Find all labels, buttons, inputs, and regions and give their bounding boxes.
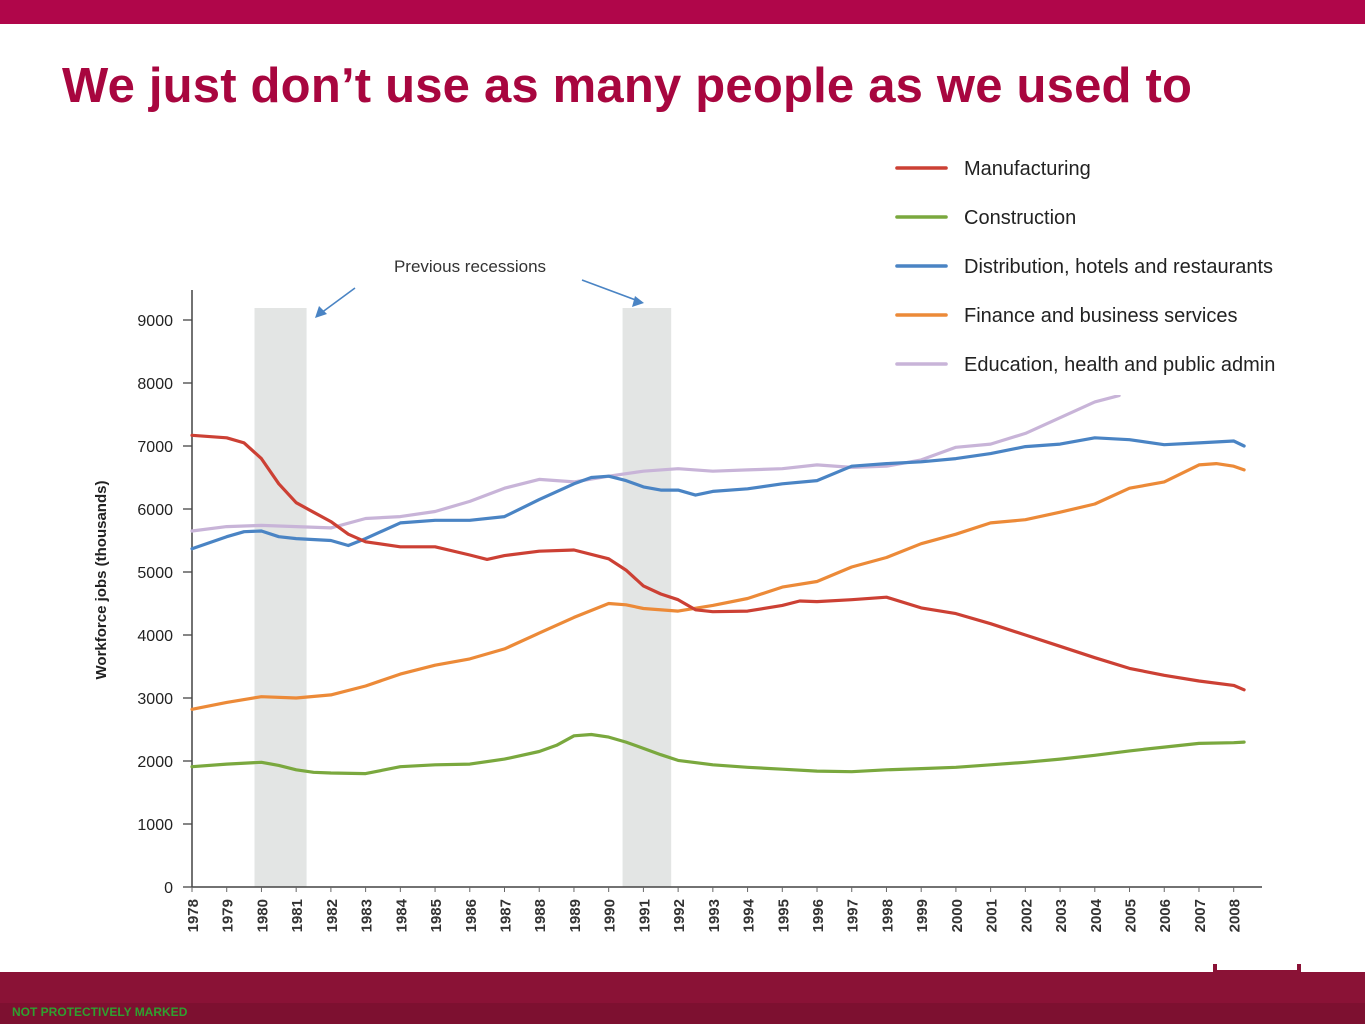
x-tick-label: 1978 bbox=[185, 899, 202, 932]
x-tick-label: 1980 bbox=[254, 899, 271, 932]
x-tick-label: 1985 bbox=[428, 899, 445, 932]
protective-marking-label: NOT PROTECTIVELY MARKED bbox=[12, 1005, 188, 1019]
x-tick-label: 1989 bbox=[567, 899, 584, 932]
y-tick-label: 0 bbox=[164, 880, 173, 897]
series-line-construction bbox=[190, 732, 1246, 776]
x-tick-label: 2002 bbox=[1018, 899, 1035, 932]
recession-band-1 bbox=[254, 308, 307, 887]
annotation-arrowhead-right bbox=[632, 296, 644, 307]
x-tick-label: 2007 bbox=[1192, 899, 1209, 932]
series-line-manufacturing bbox=[190, 433, 1246, 692]
legend-panel bbox=[885, 145, 1355, 395]
series-line-education-health-and-public-admin bbox=[190, 394, 1121, 533]
x-tick-label: 2003 bbox=[1053, 899, 1070, 932]
footer-stripe bbox=[0, 1003, 1365, 1024]
x-tick-label: 1982 bbox=[324, 899, 341, 932]
x-tick-label: 1979 bbox=[220, 899, 237, 932]
legend-label-education-health-and-public-admin: Education, health and public admin bbox=[964, 354, 1275, 376]
x-tick-label: 2006 bbox=[1157, 899, 1174, 932]
y-tick-label: 5000 bbox=[137, 565, 173, 582]
y-tick-label: 6000 bbox=[137, 502, 173, 519]
x-tick-label: 1987 bbox=[498, 899, 515, 932]
x-tick-label: 2000 bbox=[949, 899, 966, 932]
y-tick-label: 3000 bbox=[137, 691, 173, 708]
series-line-finance-and-business-services bbox=[190, 462, 1246, 711]
y-tick-label: 7000 bbox=[137, 439, 173, 456]
x-tick-label: 1994 bbox=[741, 898, 758, 932]
x-tick-label: 1996 bbox=[810, 899, 827, 932]
x-tick-label: 1990 bbox=[602, 899, 619, 932]
recession-annotation: Previous recessions bbox=[315, 257, 644, 318]
x-tick-label: 1988 bbox=[532, 899, 549, 932]
x-tick-label: 2005 bbox=[1123, 899, 1140, 932]
slide-title: We just don’t use as many people as we u… bbox=[62, 59, 1193, 113]
y-tick-label: 8000 bbox=[137, 376, 173, 393]
logo-mark bbox=[1213, 964, 1301, 974]
x-tick-label: 1984 bbox=[393, 898, 410, 932]
y-axis-label: Workforce jobs (thousands) bbox=[93, 481, 110, 680]
legend-label-construction: Construction bbox=[964, 207, 1076, 229]
line-chart: 0 1000 2000 3000 4000 5000 6000 7000 8000 9000 19… bbox=[93, 145, 1355, 933]
x-tick-label: 1983 bbox=[359, 899, 376, 932]
x-tick-label: 2001 bbox=[984, 899, 1001, 932]
legend-label-distribution-hotels-and-restaurants: Distribution, hotels and restaurants bbox=[964, 256, 1273, 278]
recession-bands bbox=[254, 308, 672, 887]
legend-label-finance-and-business-services: Finance and business services bbox=[964, 305, 1237, 327]
annotation-arrowhead-left bbox=[315, 306, 327, 318]
x-tick-label: 1992 bbox=[671, 899, 688, 932]
annotation-label: Previous recessions bbox=[394, 257, 546, 276]
x-tick-label: 1991 bbox=[636, 899, 653, 932]
x-axis-ticks: 1978 1979 1980 1981 1982 1983 1984 1985 1986 1987… bbox=[185, 887, 1244, 932]
y-tick-label: 4000 bbox=[137, 628, 173, 645]
x-tick-label: 1998 bbox=[879, 899, 896, 932]
y-tick-label: 2000 bbox=[137, 754, 173, 771]
x-tick-label: 1997 bbox=[845, 899, 862, 932]
x-tick-label: 2008 bbox=[1227, 899, 1244, 932]
chart-legend: Manufacturing Construction Distribution, h… bbox=[885, 145, 1355, 395]
annotation-arrow-right bbox=[581, 279, 642, 303]
top-brand-bar bbox=[0, 0, 1365, 24]
x-tick-label: 1981 bbox=[289, 899, 306, 932]
legend-label-manufacturing: Manufacturing bbox=[964, 158, 1091, 180]
x-tick-label: 1999 bbox=[914, 899, 931, 932]
x-tick-label: 2004 bbox=[1088, 898, 1105, 932]
chart-axes bbox=[191, 290, 1262, 888]
y-axis-ticks: 0 1000 2000 3000 4000 5000 6000 7000 8000 9000 bbox=[137, 313, 192, 897]
recession-band-2 bbox=[622, 308, 672, 887]
y-tick-label: 9000 bbox=[137, 313, 173, 330]
x-tick-label: 1993 bbox=[706, 899, 723, 932]
x-tick-label: 1995 bbox=[775, 899, 792, 932]
chart-series bbox=[190, 394, 1246, 776]
series-line-distribution-hotels-and-restaurants bbox=[190, 436, 1246, 551]
x-tick-label: 1986 bbox=[463, 899, 480, 932]
y-tick-label: 1000 bbox=[137, 817, 173, 834]
